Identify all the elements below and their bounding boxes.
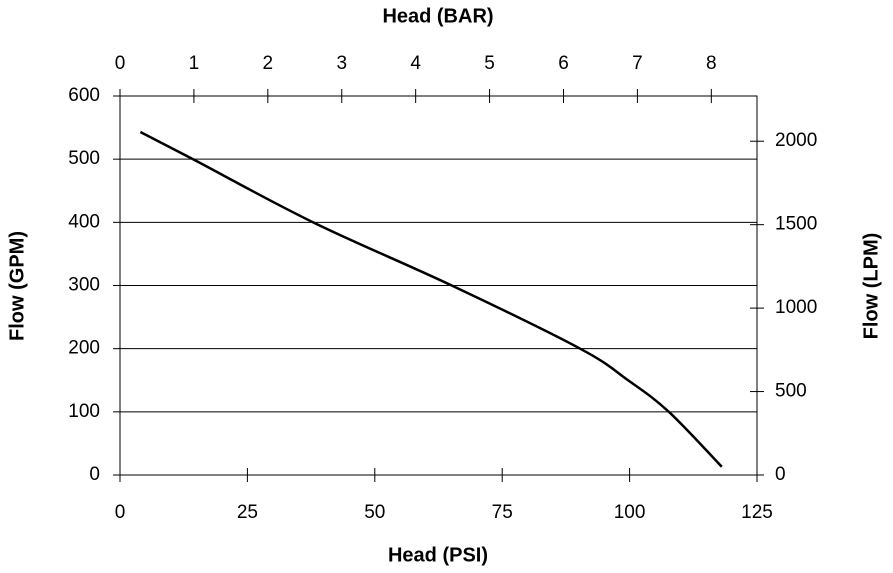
y2-tick-label: 0	[775, 464, 786, 485]
x-tick-label: 50	[364, 502, 385, 523]
y2-tick-label: 2000	[775, 130, 817, 151]
y-tick-label: 0	[89, 464, 100, 485]
x2-tick-label: 0	[115, 53, 126, 74]
x-tick-label: 125	[741, 502, 773, 523]
y2-tick-label: 1500	[775, 214, 817, 235]
x-tick-label: 25	[237, 502, 258, 523]
x2-tick-label: 1	[189, 53, 200, 74]
x2-tick-label: 3	[336, 53, 347, 74]
x2-tick-label: 7	[632, 53, 643, 74]
y2-tick-label: 500	[775, 381, 807, 402]
y-tick-label: 300	[68, 275, 100, 296]
x-tick-label: 100	[614, 502, 646, 523]
x-tick-label: 0	[115, 502, 126, 523]
y-tick-label: 500	[68, 148, 100, 169]
x2-axis-title: Head (BAR)	[382, 5, 493, 27]
y-tick-label: 200	[68, 338, 100, 359]
y2-axis-title: Flow (LPM)	[860, 233, 882, 340]
x2-tick-label: 2	[263, 53, 274, 74]
x-tick-label: 75	[492, 502, 513, 523]
y-tick-label: 100	[68, 401, 100, 422]
x2-tick-label: 5	[484, 53, 495, 74]
y-tick-label: 600	[68, 85, 100, 106]
y-tick-label: 400	[68, 211, 100, 232]
y2-tick-label: 1000	[775, 297, 817, 318]
y-axis-title: Flow (GPM)	[6, 231, 28, 341]
flow-curve	[139, 130, 723, 468]
x2-tick-label: 8	[706, 53, 717, 74]
x-axis-title: Head (PSI)	[388, 544, 488, 566]
x2-tick-label: 6	[558, 53, 569, 74]
x2-tick-label: 4	[410, 53, 421, 74]
